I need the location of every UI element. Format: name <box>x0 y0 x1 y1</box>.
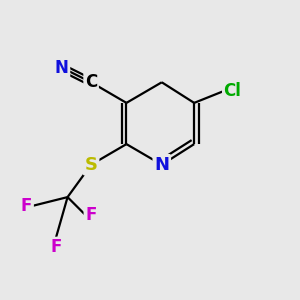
Text: N: N <box>55 58 69 76</box>
Text: C: C <box>85 73 97 91</box>
Text: F: F <box>85 206 97 224</box>
Text: Cl: Cl <box>224 82 242 100</box>
Text: N: N <box>154 156 169 174</box>
Text: F: F <box>50 238 61 256</box>
Text: S: S <box>85 156 98 174</box>
Text: F: F <box>21 197 32 215</box>
